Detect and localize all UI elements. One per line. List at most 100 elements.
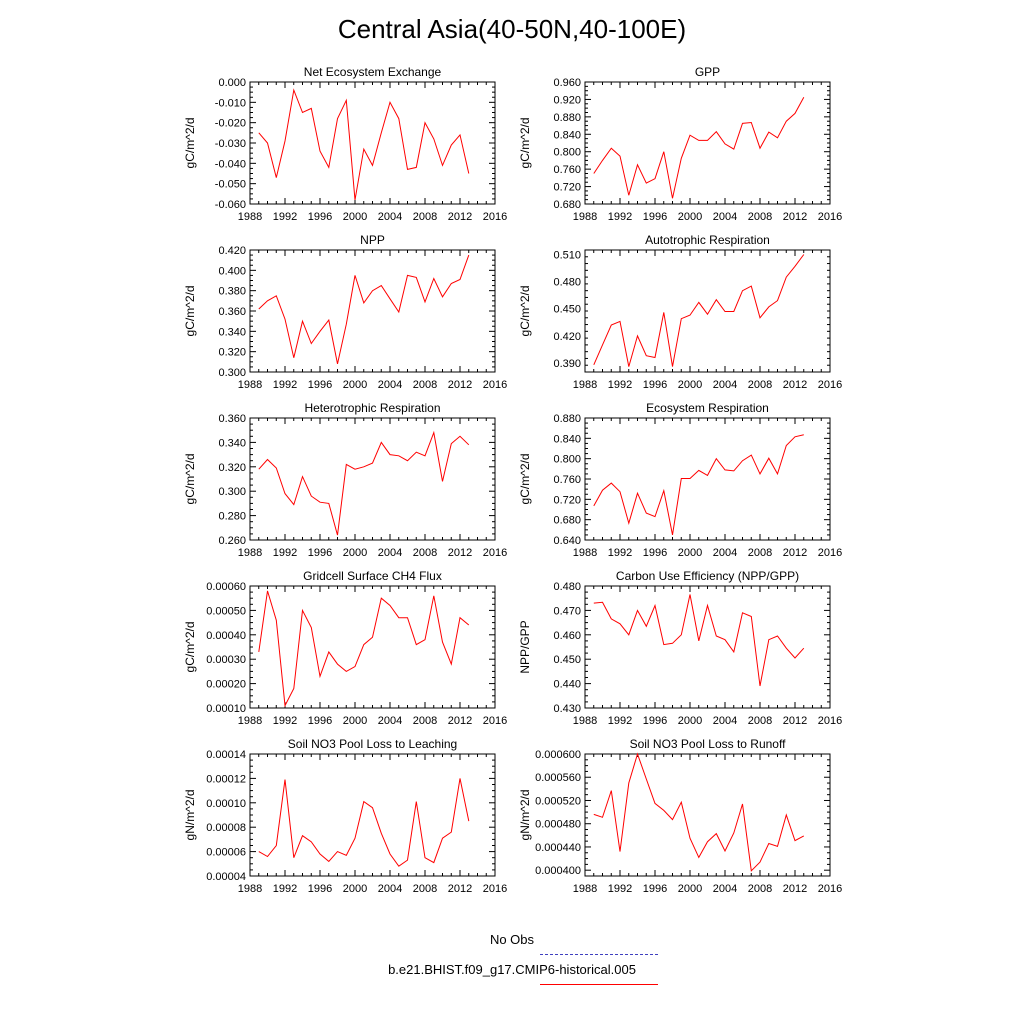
x-tick-label: 1992 <box>608 211 632 223</box>
y-tick-label: 0.280 <box>218 511 246 523</box>
x-tick-label: 2004 <box>713 715 737 727</box>
y-tick-label: 0.300 <box>218 486 246 498</box>
y-tick-label: 0.720 <box>553 182 581 194</box>
x-tick-label: 2008 <box>748 547 772 559</box>
x-tick-label: 2000 <box>343 379 367 391</box>
x-tick-label: 1988 <box>573 379 597 391</box>
legend-line-model <box>540 984 658 985</box>
x-tick-label: 1996 <box>308 883 332 895</box>
y-tick-label: 0.460 <box>553 630 581 642</box>
panel-1: Net Ecosystem Exchange gC/m^2/d 1988 1992 19… <box>183 65 507 223</box>
series-line <box>258 88 470 200</box>
panel-title: Autotrophic Respiration <box>645 233 770 247</box>
x-tick-label: 1992 <box>608 547 632 559</box>
panel-8: Carbon Use Efficiency (NPP/GPP) NPP/GPP 19… <box>518 569 842 727</box>
y-tick-label: -0.040 <box>215 158 246 170</box>
x-tick-label: 2000 <box>343 883 367 895</box>
x-tick-label: 2008 <box>748 211 772 223</box>
x-tick-label: 2000 <box>343 211 367 223</box>
panel-title: Ecosystem Respiration <box>646 401 769 415</box>
x-tick-label: 2008 <box>413 547 437 559</box>
y-tick-label: 0.680 <box>553 199 581 211</box>
x-tick-label: 2004 <box>713 883 737 895</box>
y-tick-label: 0.470 <box>553 605 581 617</box>
plot-frame <box>584 753 831 877</box>
x-tick-label: 2008 <box>748 715 772 727</box>
x-tick-label: 2004 <box>713 547 737 559</box>
y-tick-label: 0.000480 <box>535 819 581 831</box>
y-axis-label: gC/m^2/d <box>518 286 532 337</box>
y-tick-label: 0.00050 <box>206 605 246 617</box>
y-tick-label: 0.00006 <box>206 847 246 859</box>
y-tick-label: 0.390 <box>553 358 581 370</box>
panel-title: NPP <box>360 233 385 247</box>
y-tick-label: -0.030 <box>215 138 246 150</box>
y-axis-label: gC/m^2/d <box>518 454 532 505</box>
x-tick-label: 2000 <box>678 715 702 727</box>
panel-3: NPP gC/m^2/d 1988 1992 1996 2000 2004 2008 2012 2… <box>183 233 507 391</box>
y-tick-label: 0.00008 <box>206 822 246 834</box>
x-tick-label: 1992 <box>273 379 297 391</box>
y-tick-label: 0.920 <box>553 94 581 106</box>
x-tick-label: 2016 <box>818 211 842 223</box>
x-tick-label: 2012 <box>448 547 472 559</box>
figure-title: Central Asia(40-50N,40-100E) <box>337 14 687 44</box>
y-tick-label: 0.00014 <box>206 749 246 761</box>
x-tick-label: 1996 <box>643 379 667 391</box>
y-axis-label: gC/m^2/d <box>183 454 197 505</box>
x-tick-label: 2012 <box>448 715 472 727</box>
panel-title: GPP <box>695 65 720 79</box>
series-line <box>258 254 470 365</box>
x-tick-label: 1992 <box>273 715 297 727</box>
x-tick-label: 2016 <box>818 379 842 391</box>
y-tick-label: 0.000440 <box>535 842 581 854</box>
plot-frame <box>249 753 496 877</box>
series-line <box>593 254 805 367</box>
x-tick-label: 2004 <box>713 379 737 391</box>
y-tick-label: 0.360 <box>218 413 246 425</box>
x-tick-label: 1992 <box>608 883 632 895</box>
x-tick-label: 1988 <box>573 547 597 559</box>
x-tick-label: 1988 <box>238 883 262 895</box>
y-tick-label: 0.00004 <box>206 871 246 883</box>
x-tick-label: 2000 <box>678 883 702 895</box>
x-tick-label: 2016 <box>483 211 507 223</box>
x-tick-label: 1988 <box>238 715 262 727</box>
series-line <box>258 430 470 536</box>
y-tick-label: 0.450 <box>553 654 581 666</box>
panel-2: GPP gC/m^2/d 1988 1992 1996 2000 2004 2008 2012 2… <box>518 65 842 223</box>
y-tick-label: 0.00020 <box>206 679 246 691</box>
x-tick-label: 1996 <box>643 883 667 895</box>
y-tick-label: 0.480 <box>553 581 581 593</box>
y-axis-label: gN/m^2/d <box>518 790 532 841</box>
series-line <box>593 434 804 535</box>
x-tick-label: 1996 <box>643 211 667 223</box>
y-tick-label: 0.000400 <box>535 865 581 877</box>
x-tick-label: 2016 <box>818 715 842 727</box>
y-tick-label: 0.510 <box>553 250 581 262</box>
y-tick-label: 0.340 <box>218 326 246 338</box>
x-tick-label: 1996 <box>308 715 332 727</box>
y-tick-label: 0.430 <box>553 703 581 715</box>
plot-frame <box>249 249 496 373</box>
plot-frame <box>249 585 496 709</box>
y-tick-label: 0.00012 <box>206 773 246 785</box>
y-tick-label: 0.420 <box>553 331 581 343</box>
x-tick-label: 1992 <box>273 547 297 559</box>
y-tick-label: 0.320 <box>218 462 246 474</box>
y-tick-label: 0.260 <box>218 535 246 547</box>
x-tick-label: 2016 <box>483 547 507 559</box>
y-tick-label: 0.840 <box>553 433 581 445</box>
x-tick-label: 2008 <box>748 379 772 391</box>
y-tick-label: -0.050 <box>215 179 246 191</box>
plot-frame <box>249 81 496 205</box>
y-tick-label: 0.00030 <box>206 654 246 666</box>
y-axis-label: gC/m^2/d <box>183 118 197 169</box>
x-tick-label: 2012 <box>448 883 472 895</box>
y-tick-label: 0.800 <box>553 147 581 159</box>
y-tick-label: 0.640 <box>553 535 581 547</box>
x-tick-label: 2016 <box>483 715 507 727</box>
x-tick-label: 2008 <box>748 883 772 895</box>
legend-label-obs: No Obs <box>489 932 535 947</box>
